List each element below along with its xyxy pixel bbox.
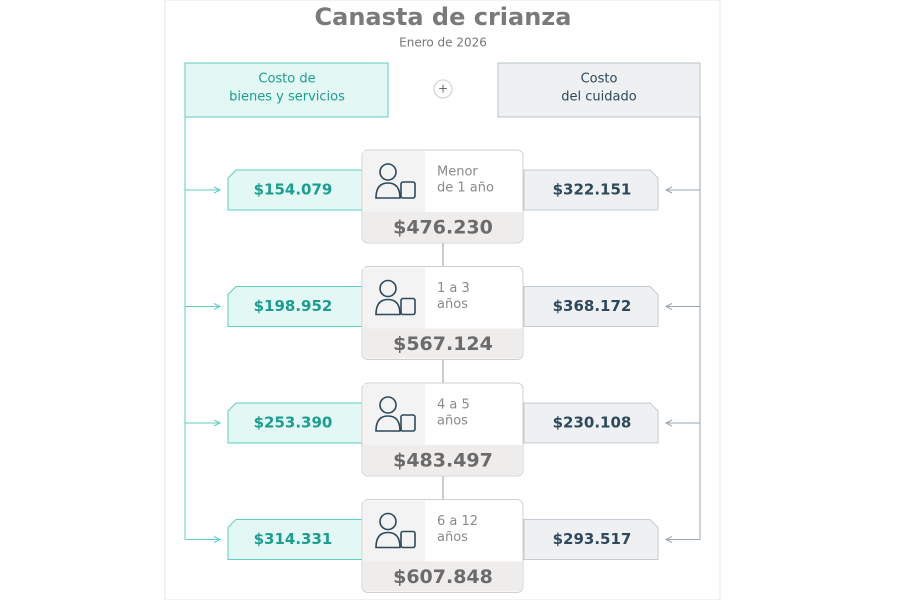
icon-panel <box>363 151 425 212</box>
arrow-head <box>664 186 673 194</box>
plus-circle <box>433 79 453 99</box>
right-header: del cuidado <box>561 90 636 105</box>
goods-box <box>227 286 363 327</box>
total-band <box>363 212 522 242</box>
icon-head <box>379 163 397 181</box>
icon-body <box>375 531 401 549</box>
arrow-head <box>664 303 673 310</box>
icon-panel <box>363 267 425 329</box>
total-value: $476.230 <box>393 217 493 239</box>
care-value: $368.172 <box>553 297 632 315</box>
goods-value: $198.952 <box>254 297 333 315</box>
goods-box <box>227 169 363 211</box>
icon-prop <box>400 414 416 432</box>
icon-body <box>375 182 401 199</box>
left-header: Costo de <box>258 72 315 87</box>
age-label: años <box>437 530 468 545</box>
arrow-head <box>213 536 222 543</box>
arrow-head <box>213 419 222 427</box>
icon-body <box>375 298 401 316</box>
total-band <box>363 328 522 359</box>
care-value: $322.151 <box>553 181 632 199</box>
age-label: 4 a 5 <box>437 398 470 413</box>
age-label: años <box>437 414 468 429</box>
care-box <box>523 519 659 560</box>
goods-box <box>227 402 363 444</box>
goods-box <box>227 519 363 560</box>
right-header: Costo <box>581 72 618 87</box>
total-value: $483.497 <box>393 450 493 472</box>
arrow-head <box>213 303 222 310</box>
icon-panel <box>363 384 425 445</box>
goods-value: $314.331 <box>254 530 333 548</box>
icon-prop <box>400 530 416 549</box>
age-label: 1 a 3 <box>437 281 470 296</box>
age-label: años <box>437 297 468 312</box>
age-label: de 1 año <box>437 181 494 196</box>
plus: + <box>438 82 448 96</box>
arrow-head <box>213 186 222 194</box>
goods-value: $154.079 <box>254 181 333 199</box>
left-header: bienes y servicios <box>229 90 345 105</box>
arrow-head <box>664 536 673 543</box>
care-value: $293.517 <box>553 530 632 548</box>
icon-panel <box>363 500 425 562</box>
icon-head <box>379 396 397 414</box>
care-box <box>523 402 659 444</box>
subtitle: Enero de 2026 <box>399 36 487 50</box>
care-box <box>523 286 659 327</box>
age-label: Menor <box>437 165 478 180</box>
total-band <box>363 561 522 592</box>
goods-value: $253.390 <box>254 414 333 432</box>
care-box <box>523 169 659 211</box>
total-value: $567.124 <box>393 333 493 355</box>
icon-prop <box>400 181 416 199</box>
total-value: $607.848 <box>393 566 493 588</box>
care-value: $230.108 <box>553 414 632 432</box>
total-band <box>363 445 522 475</box>
title: Canasta de crianza <box>315 3 572 31</box>
icon-head <box>379 279 397 298</box>
icon-body <box>375 415 401 432</box>
left-header-box <box>184 62 389 118</box>
icon-head <box>379 512 397 531</box>
icon-prop <box>400 297 416 316</box>
arrow-head <box>664 419 673 427</box>
age-label: 6 a 12 <box>437 514 478 529</box>
